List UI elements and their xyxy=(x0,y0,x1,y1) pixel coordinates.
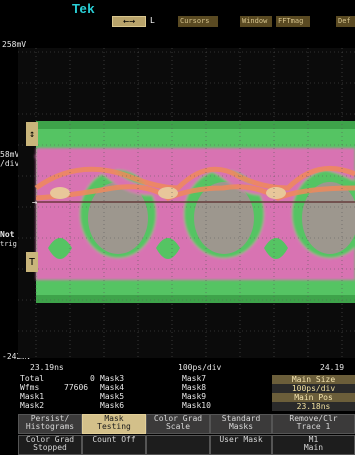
main-size-label: Main Size xyxy=(272,375,355,384)
volts-per-div-value: 58mV xyxy=(0,150,20,159)
mask3-label: Mask3 xyxy=(100,374,125,383)
graticule xyxy=(18,48,355,358)
mask-line1: Mask xyxy=(104,414,124,423)
arrow-toggle-button[interactable]: ←→ xyxy=(112,16,146,27)
total-value: 0 xyxy=(90,374,95,383)
persist-line1: Persist/ xyxy=(30,414,70,423)
mask6-label: Mask6 xyxy=(100,401,125,410)
mask8-label: Mask8 xyxy=(182,383,207,392)
main-pos-label: Main Pos xyxy=(272,393,355,402)
color-grad-scale-button[interactable]: Color Grad Scale xyxy=(146,414,210,434)
window-menu-button[interactable]: Window xyxy=(240,16,272,27)
standard-line2: Masks xyxy=(228,422,254,431)
persist-line2: Histograms xyxy=(25,422,75,431)
total-label: Total xyxy=(20,374,45,383)
left-right-arrow-icon: ←→ xyxy=(122,15,136,27)
orange-traces xyxy=(34,165,355,201)
m1-main-button[interactable]: M1 Main xyxy=(272,435,355,455)
timebase-center: 100ps/div xyxy=(178,363,222,372)
main-pos-value: 23.18ns xyxy=(272,402,355,411)
mask9-label: Mask9 xyxy=(182,392,207,401)
countoff-line1: Count Off xyxy=(92,435,136,444)
mask10-label: Mask10 xyxy=(182,401,211,410)
trigger-status-line1: Not xyxy=(0,230,15,239)
mask7-label: Mask7 xyxy=(182,374,207,383)
empty-soft-button[interactable] xyxy=(146,435,210,455)
remove-line1: Remove/Clr xyxy=(289,414,338,423)
mask1-label: Mask1 xyxy=(20,392,45,401)
trigger-level-icon: → xyxy=(32,198,38,208)
timebase-right: 24.19 xyxy=(320,363,345,372)
mask-line2: Testing xyxy=(97,422,131,431)
wfms-label: Wfms xyxy=(20,383,40,392)
colorgrad-line1: Color Grad xyxy=(153,414,203,423)
m1-line1: M1 xyxy=(308,435,319,444)
wfms-value: 77606 xyxy=(64,383,89,392)
standard-masks-button[interactable]: Standard Masks xyxy=(210,414,272,434)
scale-top-label: 258mV xyxy=(2,40,27,49)
brand-logo: Tek xyxy=(72,1,95,16)
crossing-spots xyxy=(50,187,286,199)
mask5-label: Mask5 xyxy=(100,392,125,401)
persist-histograms-button[interactable]: Persist/ Histograms xyxy=(18,414,82,434)
trigger-t-icon: T xyxy=(28,256,36,268)
colorgrad-line2: Scale xyxy=(165,422,191,431)
trigger-status-line2: trig'd xyxy=(0,240,26,248)
stopped-line1: Color Grad xyxy=(25,435,75,444)
standard-line1: Standard xyxy=(221,414,261,423)
eye-diagram-display xyxy=(18,48,355,358)
stopped-line2: Stopped xyxy=(33,443,67,452)
mask2-label: Mask2 xyxy=(20,401,45,410)
remove-line2: Trace 1 xyxy=(296,422,331,431)
eye-inner-2 xyxy=(194,182,254,254)
mask4-label: Mask4 xyxy=(100,383,125,392)
green-bottom-fringe xyxy=(36,295,355,303)
scope-display[interactable] xyxy=(18,48,355,358)
count-off-button[interactable]: Count Off xyxy=(82,435,146,455)
usermask-line1: User Mask xyxy=(219,435,263,444)
green-top-fringe xyxy=(36,121,355,129)
main-size-value: 100ps/div xyxy=(272,384,355,393)
mask-testing-button[interactable]: Mask Testing xyxy=(82,414,146,434)
fftmag-menu-button[interactable]: FFTmag xyxy=(276,16,310,27)
trigger-handle[interactable]: T xyxy=(26,252,38,272)
remove-clear-trace-button[interactable]: Remove/Clr Trace 1 xyxy=(272,414,355,434)
def-menu-button[interactable]: Def xyxy=(336,16,355,27)
volts-per-div-unit: /div xyxy=(0,159,20,168)
scale-bottom-label: -242mV xyxy=(2,352,31,361)
cursors-menu-button[interactable]: Cursors xyxy=(178,16,218,27)
arrow-mode-label: L xyxy=(150,16,155,25)
m1-line2: Main xyxy=(303,443,324,452)
bottom-crossing-hubs xyxy=(48,238,288,259)
vertical-zoom-handle[interactable]: ↕ xyxy=(26,122,38,146)
up-down-arrow-icon: ↕ xyxy=(28,128,36,140)
user-mask-button[interactable]: User Mask xyxy=(210,435,272,455)
timebase-left: 23.19ns xyxy=(30,363,64,372)
color-grad-stopped-button[interactable]: Color Grad Stopped xyxy=(18,435,82,455)
eye-inner-1 xyxy=(88,182,148,254)
